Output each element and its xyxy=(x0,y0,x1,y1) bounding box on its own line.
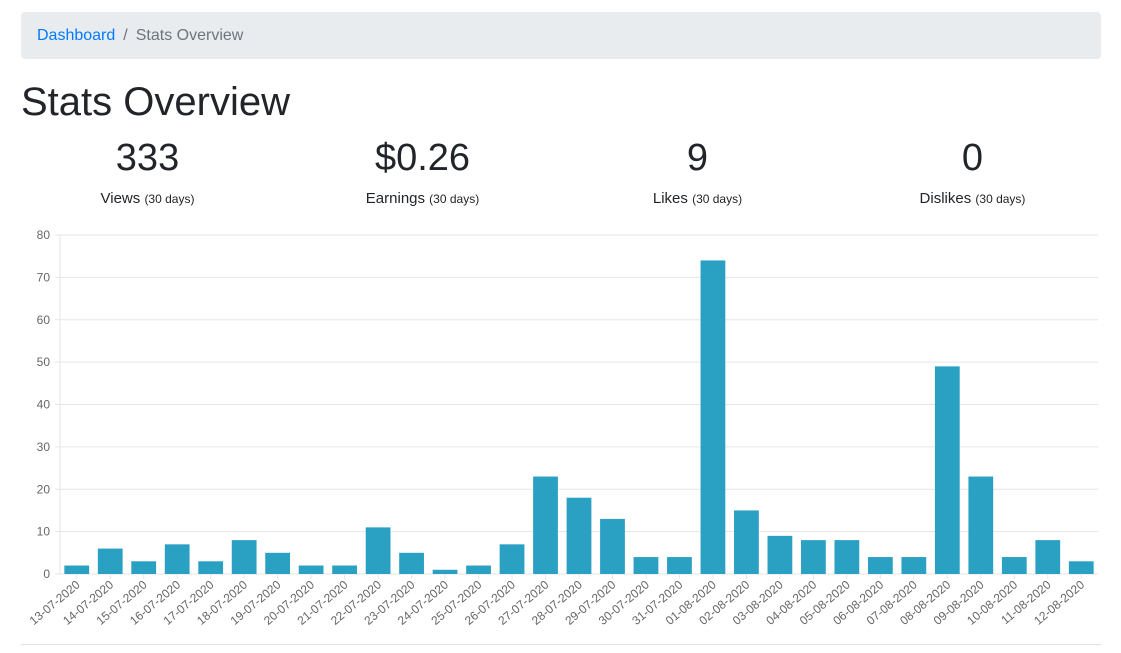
bar xyxy=(533,476,558,574)
stat-label-text: Views xyxy=(100,190,141,207)
bar xyxy=(164,544,190,574)
bar xyxy=(399,552,424,574)
stat-label-text: Earnings xyxy=(365,190,425,207)
stat-views: 333 Views (30 days) xyxy=(10,134,285,207)
stat-value: 0 xyxy=(961,137,984,179)
stats-row: 333 Views (30 days) $0.26 Earnings (30 d… xyxy=(10,134,1110,214)
views-bar-chart: 0102030405060708013-07-202014-07-202015-… xyxy=(27,228,1098,628)
bar xyxy=(1001,557,1027,574)
bar xyxy=(499,544,525,574)
y-tick-label: 40 xyxy=(37,398,51,412)
stat-dislikes: 0 Dislikes (30 days) xyxy=(835,134,1110,207)
bar xyxy=(800,540,826,574)
stat-label-text: Likes xyxy=(652,190,688,207)
y-tick-label: 80 xyxy=(37,228,51,242)
bar xyxy=(633,557,659,574)
bar xyxy=(231,540,257,574)
bar xyxy=(767,535,793,574)
bar xyxy=(365,527,391,574)
stat-value: 333 xyxy=(115,137,180,179)
bar xyxy=(466,565,491,574)
stat-period: (30 days) xyxy=(144,192,195,206)
bar xyxy=(265,552,291,574)
stat-label: Views (30 days) xyxy=(10,190,285,207)
breadcrumb: Dashboard / Stats Overview xyxy=(21,12,1101,59)
bar xyxy=(64,565,90,574)
bar xyxy=(700,260,726,574)
bar xyxy=(1035,540,1061,574)
bar xyxy=(97,548,123,574)
bar xyxy=(1068,561,1094,574)
stat-period: (30 days) xyxy=(975,192,1026,206)
bar xyxy=(198,561,224,574)
y-tick-label: 30 xyxy=(37,440,51,454)
y-tick-label: 70 xyxy=(37,270,51,284)
stat-earnings: $0.26 Earnings (30 days) xyxy=(285,134,560,207)
y-tick-label: 60 xyxy=(37,313,51,327)
bar xyxy=(332,565,358,574)
stat-label: Likes (30 days) xyxy=(560,190,835,207)
bar xyxy=(867,557,893,574)
breadcrumb-dashboard-link[interactable]: Dashboard xyxy=(37,26,116,44)
breadcrumb-separator: / xyxy=(123,26,128,44)
bar xyxy=(432,569,458,574)
y-tick-label: 0 xyxy=(43,567,50,581)
stat-value: 9 xyxy=(686,137,709,179)
bar xyxy=(968,476,994,574)
bar xyxy=(566,497,592,574)
breadcrumb-current: Stats Overview xyxy=(135,26,244,44)
y-tick-label: 50 xyxy=(37,355,51,369)
bar xyxy=(934,366,960,574)
bar xyxy=(600,518,625,574)
divider xyxy=(21,644,1101,645)
bar xyxy=(298,565,324,574)
bar xyxy=(667,557,692,574)
stat-label: Earnings (30 days) xyxy=(285,190,560,207)
stat-period: (30 days) xyxy=(429,192,480,206)
bar xyxy=(834,540,860,574)
views-chart: 0 10 20 30 40 50 60 70 80 13-07-2020 14-07-2020 15-… xyxy=(0,222,1121,640)
page-title: Stats Overview xyxy=(21,80,290,124)
stat-value: $0.26 xyxy=(374,137,471,179)
y-tick-label: 10 xyxy=(37,525,51,539)
stat-likes: 9 Likes (30 days) xyxy=(560,134,835,207)
bar xyxy=(131,561,157,574)
bar xyxy=(901,557,927,574)
y-tick-label: 20 xyxy=(37,482,51,496)
stat-label: Dislikes (30 days) xyxy=(835,190,1110,207)
stat-label-text: Dislikes xyxy=(919,190,972,207)
stat-period: (30 days) xyxy=(692,192,743,206)
bar xyxy=(734,510,759,574)
